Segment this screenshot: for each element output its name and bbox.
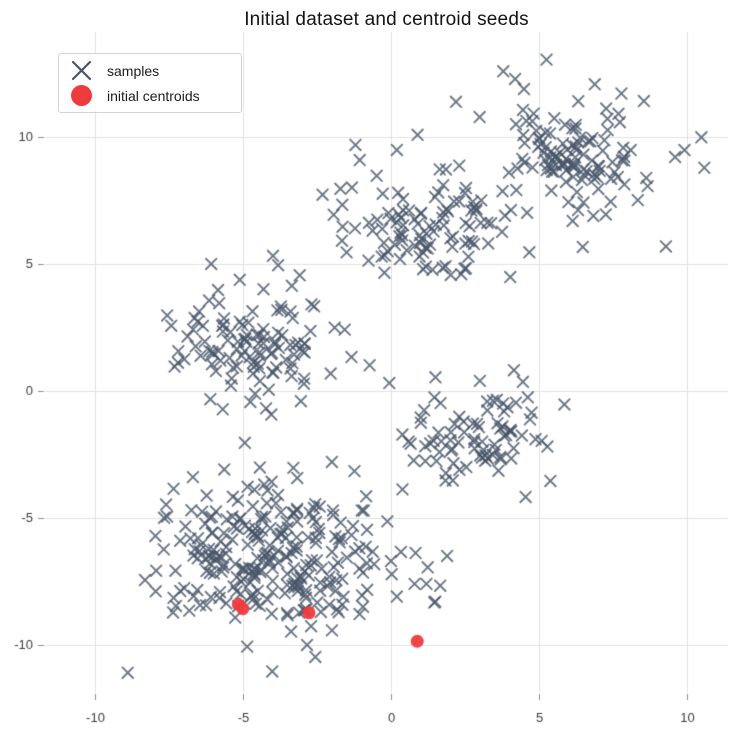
legend-label-initial-centroids: initial centroids xyxy=(107,87,200,104)
chart-title: Initial dataset and centroid seeds xyxy=(244,9,529,30)
x-marker-icon xyxy=(68,59,94,83)
legend-label-samples: samples xyxy=(107,62,160,79)
legend-item-initial-centroids: initial centroids xyxy=(68,84,232,108)
legend-item-samples: samples xyxy=(68,59,232,83)
legend: samples initial centroids xyxy=(58,53,242,113)
centroid-marker-icon xyxy=(68,84,94,108)
centroid-dot xyxy=(70,85,92,106)
